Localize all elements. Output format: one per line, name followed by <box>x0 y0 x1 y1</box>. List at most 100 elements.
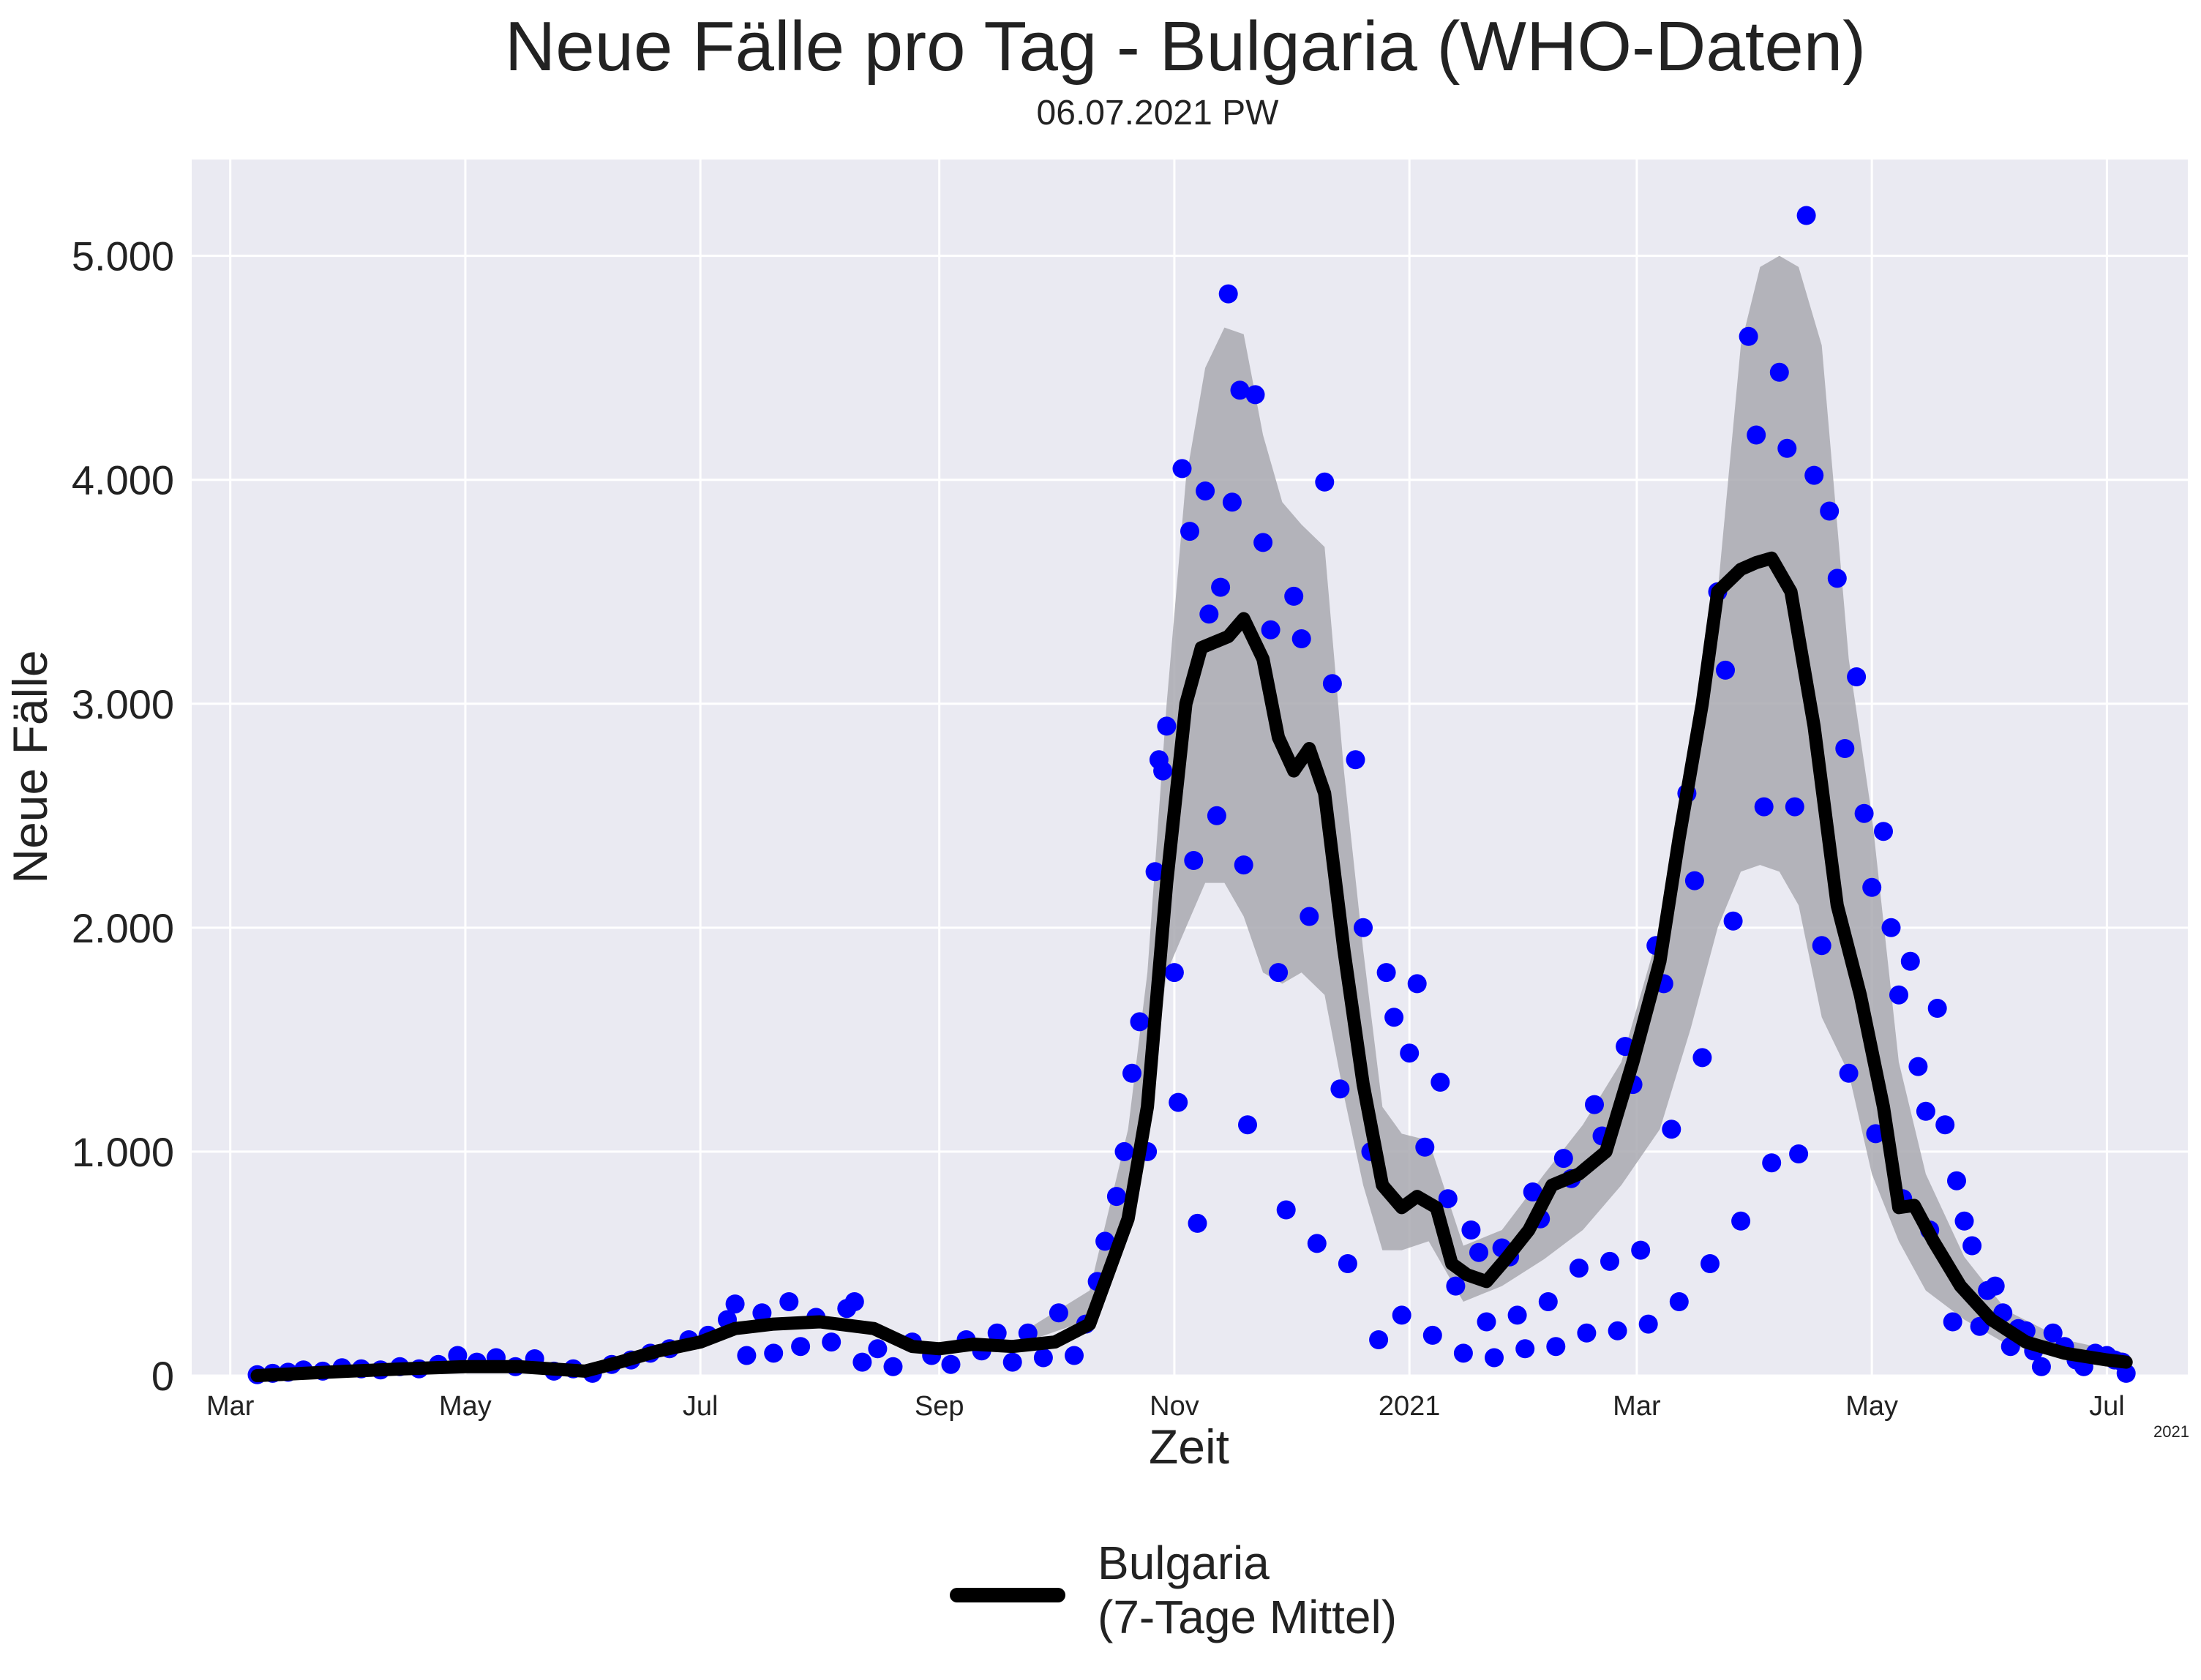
daily-cases-point <box>1438 1189 1458 1209</box>
daily-cases-point <box>1169 1092 1188 1112</box>
daily-cases-point <box>1164 963 1184 983</box>
daily-cases-point <box>1049 1303 1068 1323</box>
daily-cases-point <box>1245 385 1265 405</box>
daily-cases-point <box>1354 918 1373 937</box>
daily-cases-point <box>1947 1171 1966 1190</box>
x-axis-ticks: Mar May Jul Sep Nov 2021 Mar May Jul <box>206 1391 2125 1422</box>
daily-cases-point <box>1638 1314 1658 1334</box>
daily-cases-point <box>1962 1236 1982 1256</box>
daily-cases-point <box>1985 1276 2005 1296</box>
daily-cases-point <box>852 1352 872 1372</box>
daily-cases-point <box>725 1294 745 1314</box>
daily-cases-point <box>822 1332 841 1352</box>
daily-cases-point <box>1469 1242 1488 1262</box>
daily-cases-point <box>844 1292 864 1311</box>
y-tick-label: 5.000 <box>72 233 174 280</box>
daily-cases-point <box>1600 1251 1619 1271</box>
x-tick-label: May <box>439 1391 492 1422</box>
daily-cases-point <box>1276 1200 1296 1220</box>
daily-cases-point <box>1881 918 1901 937</box>
daily-cases-point <box>1723 911 1743 931</box>
daily-cases-point <box>752 1303 772 1323</box>
daily-cases-point <box>1307 1234 1327 1253</box>
daily-cases-point <box>1199 604 1219 624</box>
y-tick-label: 0 <box>151 1353 174 1399</box>
daily-cases-point <box>1322 674 1342 694</box>
daily-cases-point <box>1230 380 1250 400</box>
y-tick-label: 1.000 <box>72 1129 174 1175</box>
daily-cases-point <box>737 1346 757 1365</box>
daily-cases-point <box>1269 963 1289 983</box>
daily-cases-point <box>1908 1057 1928 1076</box>
daily-cases-point <box>1762 1153 1782 1173</box>
x-tick-label: May <box>1845 1391 1898 1422</box>
daily-cases-point <box>1114 1141 1134 1161</box>
daily-cases-point <box>1874 822 1893 841</box>
daily-cases-point <box>1515 1339 1535 1359</box>
y-axis-label: Neue Fälle <box>3 650 57 883</box>
daily-cases-point <box>1477 1312 1496 1332</box>
daily-cases-point <box>791 1337 811 1357</box>
daily-cases-point <box>1422 1325 1442 1345</box>
daily-cases-point <box>1739 326 1758 346</box>
daily-cases-point <box>1453 1343 1473 1363</box>
daily-cases-point <box>1431 1073 1450 1092</box>
daily-cases-point <box>1546 1337 1566 1357</box>
legend-label-line: Bulgaria <box>1098 1537 1270 1589</box>
daily-cases-point <box>1812 936 1831 956</box>
y-tick-label: 3.000 <box>72 681 174 727</box>
legend: Bulgaria (7-Tage Mittel) <box>950 1537 1397 1643</box>
daily-cases-point <box>1253 533 1273 552</box>
daily-cases-point <box>1538 1292 1558 1311</box>
daily-cases-point <box>1130 1012 1150 1032</box>
daily-cases-point <box>1172 459 1192 479</box>
chart-title: Neue Fälle pro Tag - Bulgaria (WHO-Daten… <box>505 7 1866 86</box>
daily-cases-point <box>1900 951 1920 971</box>
daily-cases-point <box>1315 472 1335 492</box>
daily-cases-point <box>1569 1259 1589 1278</box>
daily-cases-point <box>1222 492 1242 512</box>
daily-cases-point <box>1300 907 1319 926</box>
bulgaria-7-day-average-line <box>250 551 2133 1382</box>
daily-cases-point <box>1608 1321 1627 1340</box>
daily-cases-point <box>1847 667 1867 686</box>
daily-cases-point <box>1415 1137 1435 1157</box>
x-tick-label: Sep <box>915 1391 964 1422</box>
y-tick-label: 2.000 <box>72 905 174 951</box>
daily-cases-point <box>1804 465 1824 485</box>
daily-cases-point <box>1943 1312 1962 1332</box>
daily-cases-point <box>1234 855 1253 875</box>
daily-cases-point <box>1157 716 1177 736</box>
daily-cases-point <box>1338 1254 1357 1273</box>
daily-cases-point <box>1065 1346 1084 1365</box>
x-tick-label: Mar <box>1613 1391 1661 1422</box>
daily-cases-point <box>1261 620 1281 640</box>
daily-cases-point <box>1106 1187 1126 1207</box>
daily-cases-point <box>1854 803 1874 823</box>
daily-cases-point <box>1284 586 1304 606</box>
x-axis-label: Zeit <box>1149 1420 1229 1474</box>
daily-cases-point <box>1839 1063 1859 1083</box>
daily-cases-point <box>1777 438 1797 458</box>
legend-label-line: (7-Tage Mittel) <box>1098 1591 1397 1643</box>
daily-cases-point <box>1095 1231 1115 1251</box>
daily-cases-point <box>2043 1323 2063 1343</box>
daily-cases-point <box>1523 1182 1542 1201</box>
daily-cases-point <box>1789 1144 1809 1163</box>
daily-cases-point <box>1820 501 1840 521</box>
y-tick-label: 4.000 <box>72 457 174 503</box>
daily-cases-point <box>1716 660 1735 680</box>
legend-label: Bulgaria (7-Tage Mittel) <box>1098 1537 1397 1643</box>
daily-cases-point <box>1407 974 1427 994</box>
daily-cases-point <box>1446 1276 1466 1296</box>
daily-cases-point <box>1384 1008 1404 1027</box>
daily-cases-point <box>1631 1240 1651 1260</box>
daily-cases-point <box>1153 761 1173 781</box>
daily-cases-point <box>1553 1149 1573 1169</box>
daily-cases-point <box>1461 1220 1481 1240</box>
daily-cases-point <box>1935 1115 1955 1135</box>
daily-cases-point <box>2031 1357 2051 1376</box>
daily-cases-point <box>1400 1043 1420 1063</box>
daily-cases-point <box>1507 1305 1527 1325</box>
daily-cases-point <box>1754 797 1774 817</box>
